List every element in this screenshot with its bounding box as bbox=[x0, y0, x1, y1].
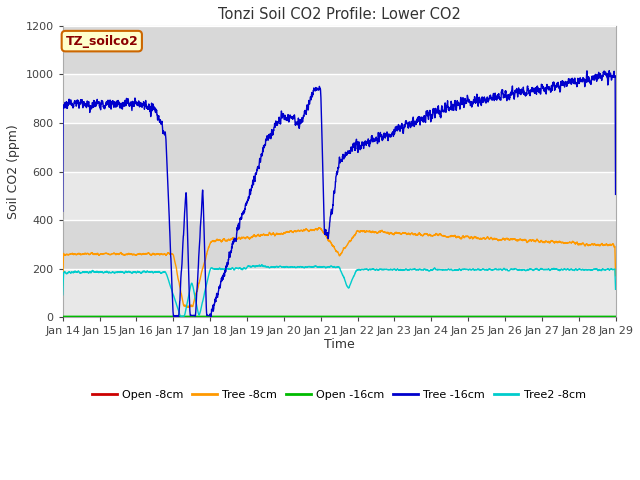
Text: TZ_soilco2: TZ_soilco2 bbox=[65, 35, 138, 48]
Y-axis label: Soil CO2 (ppm): Soil CO2 (ppm) bbox=[7, 124, 20, 219]
Bar bbox=[63, 26, 616, 74]
X-axis label: Time: Time bbox=[324, 337, 355, 350]
Legend: Open -8cm, Tree -8cm, Open -16cm, Tree -16cm, Tree2 -8cm: Open -8cm, Tree -8cm, Open -16cm, Tree -… bbox=[88, 386, 591, 405]
Title: Tonzi Soil CO2 Profile: Lower CO2: Tonzi Soil CO2 Profile: Lower CO2 bbox=[218, 7, 461, 22]
Bar bbox=[63, 269, 616, 317]
Bar bbox=[63, 220, 616, 269]
Bar bbox=[63, 123, 616, 171]
Bar bbox=[63, 171, 616, 220]
Bar bbox=[63, 74, 616, 123]
